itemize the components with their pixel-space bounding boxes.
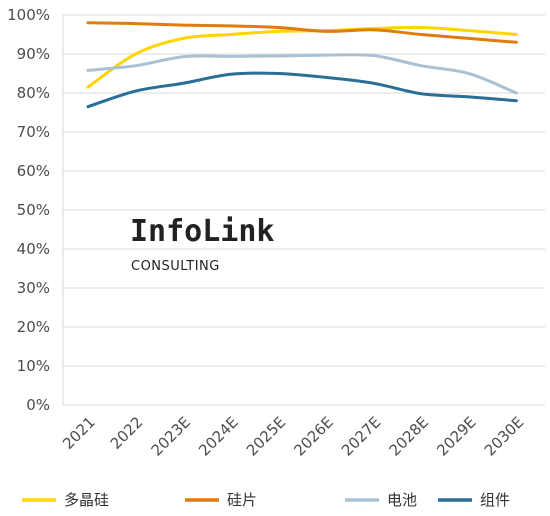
legend-item: 多晶硅	[22, 491, 109, 509]
legend-label: 电池	[387, 491, 417, 509]
y-tick-label: 70%	[17, 123, 50, 141]
legend-item: 组件	[438, 491, 510, 509]
y-tick-label: 80%	[17, 84, 50, 102]
y-tick-label: 40%	[17, 240, 50, 258]
y-axis-ticks: 0% 10% 20% 30% 40% 50% 60% 70% 80% 90% 100%	[7, 6, 50, 414]
series-lines	[86, 21, 518, 109]
infolink-logo: InfoLink CONSULTING	[130, 214, 275, 274]
y-tick-label: 50%	[17, 201, 50, 219]
x-tick-label: 2027E	[338, 413, 384, 459]
series-line-3	[86, 71, 518, 109]
grid-lines	[62, 14, 545, 406]
x-tick-label: 2025E	[243, 413, 289, 459]
legend-item: 电池	[345, 491, 417, 509]
legend-item: 硅片	[185, 491, 257, 509]
x-tick-label: 2023E	[148, 413, 194, 459]
x-axis-ticks: 2021 2022 2023E 2024E 2025E 2026E 2027E 2028E 20…	[59, 413, 527, 459]
legend-label: 多晶硅	[64, 491, 109, 509]
x-tick-label: 2028E	[386, 413, 432, 459]
y-tick-label: 100%	[7, 6, 50, 24]
x-tick-label: 2021	[59, 413, 99, 453]
x-tick-label: 2029E	[433, 413, 479, 459]
legend: 多晶硅 硅片 电池 组件	[22, 491, 510, 509]
x-tick-label: 2026E	[290, 413, 336, 459]
watermark-subtitle: CONSULTING	[131, 259, 220, 274]
x-tick-label: 2022	[107, 413, 147, 453]
y-tick-label: 30%	[17, 279, 50, 297]
x-tick-label: 2024E	[195, 413, 241, 459]
y-tick-label: 20%	[17, 318, 50, 336]
series-line-1	[86, 21, 518, 44]
y-tick-label: 10%	[17, 357, 50, 375]
series-line-2	[86, 53, 518, 95]
y-tick-label: 90%	[17, 45, 50, 63]
watermark-title: InfoLink	[130, 214, 275, 249]
legend-label: 组件	[480, 491, 510, 509]
x-tick-label: 2030E	[481, 413, 527, 459]
y-tick-label: 0%	[26, 396, 50, 414]
y-tick-label: 60%	[17, 162, 50, 180]
legend-label: 硅片	[227, 491, 257, 509]
